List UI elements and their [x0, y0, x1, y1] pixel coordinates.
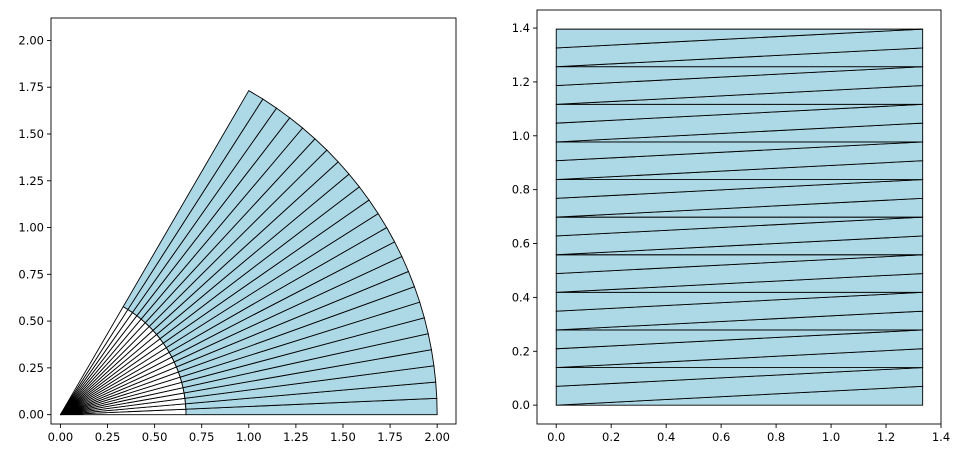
- x-tick-label: 0.50: [142, 430, 168, 444]
- right-axes-frame: [536, 9, 942, 425]
- x-tick-label: 1.25: [283, 430, 309, 444]
- y-tick-label: 1.4: [512, 21, 530, 35]
- left-axes-frame: [50, 17, 457, 425]
- y-tick-label: 0.6: [512, 237, 530, 251]
- y-tick-label: 0.75: [18, 267, 44, 281]
- left-y-ticks: 0.00 0.25 0.50 0.75 1.00 1.25 1.50 1.75 2.00: [18, 33, 51, 422]
- y-tick-label: 1.2: [512, 75, 530, 89]
- left-axes: 0.00 0.25 0.50 0.75 1.00 1.25 1.50 1.75 2.00 0.0…: [18, 17, 457, 444]
- y-tick-label: 1.0: [512, 129, 530, 143]
- x-tick-label: 1.75: [377, 430, 403, 444]
- y-tick-label: 1.25: [18, 174, 44, 188]
- x-tick-label: 1.0: [822, 430, 840, 444]
- y-tick-label: 0.25: [18, 361, 44, 375]
- right-axes: 0.0 0.2 0.4 0.6 0.8 1.0 1.2 1.4 0.0 0.2 0.4 0.6 0.8…: [512, 9, 950, 444]
- y-tick-label: 1.00: [18, 221, 44, 235]
- x-tick-label: 0.75: [189, 430, 215, 444]
- x-tick-label: 0.8: [767, 430, 785, 444]
- x-tick-label: 0.6: [712, 430, 730, 444]
- x-tick-label: 0.0: [547, 430, 565, 444]
- y-tick-label: 2.00: [18, 33, 44, 47]
- left-polar-mesh: [60, 89, 438, 416]
- y-tick-label: 0.4: [512, 290, 530, 304]
- mesh-cell: [555, 28, 923, 49]
- y-tick-label: 0.00: [18, 408, 44, 422]
- outer-sector: [122, 89, 264, 311]
- y-tick-label: 0.0: [512, 398, 530, 412]
- right-rect-mesh: [555, 28, 924, 406]
- y-tick-label: 1.50: [18, 127, 44, 141]
- right-x-ticks: 0.0 0.2 0.4 0.6 0.8 1.0 1.2 1.4: [547, 424, 950, 444]
- x-tick-label: 1.2: [877, 430, 895, 444]
- x-tick-label: 1.00: [236, 430, 262, 444]
- right-y-ticks: 0.0 0.2 0.4 0.6 0.8 1.0 1.2 1.4: [512, 21, 537, 412]
- x-tick-label: 1.50: [330, 430, 356, 444]
- y-tick-label: 0.8: [512, 183, 530, 197]
- left-x-ticks: 0.00 0.25 0.50 0.75 1.00 1.25 1.50 1.75 2.00: [48, 424, 450, 444]
- x-tick-label: 2.00: [424, 430, 450, 444]
- x-tick-label: 0.25: [95, 430, 121, 444]
- x-tick-label: 0.00: [48, 430, 74, 444]
- y-tick-label: 0.50: [18, 314, 44, 328]
- y-tick-label: 0.2: [512, 344, 530, 358]
- x-tick-label: 0.4: [657, 430, 675, 444]
- x-tick-label: 0.2: [602, 430, 620, 444]
- y-tick-label: 1.75: [18, 80, 44, 94]
- x-tick-label: 1.4: [932, 430, 950, 444]
